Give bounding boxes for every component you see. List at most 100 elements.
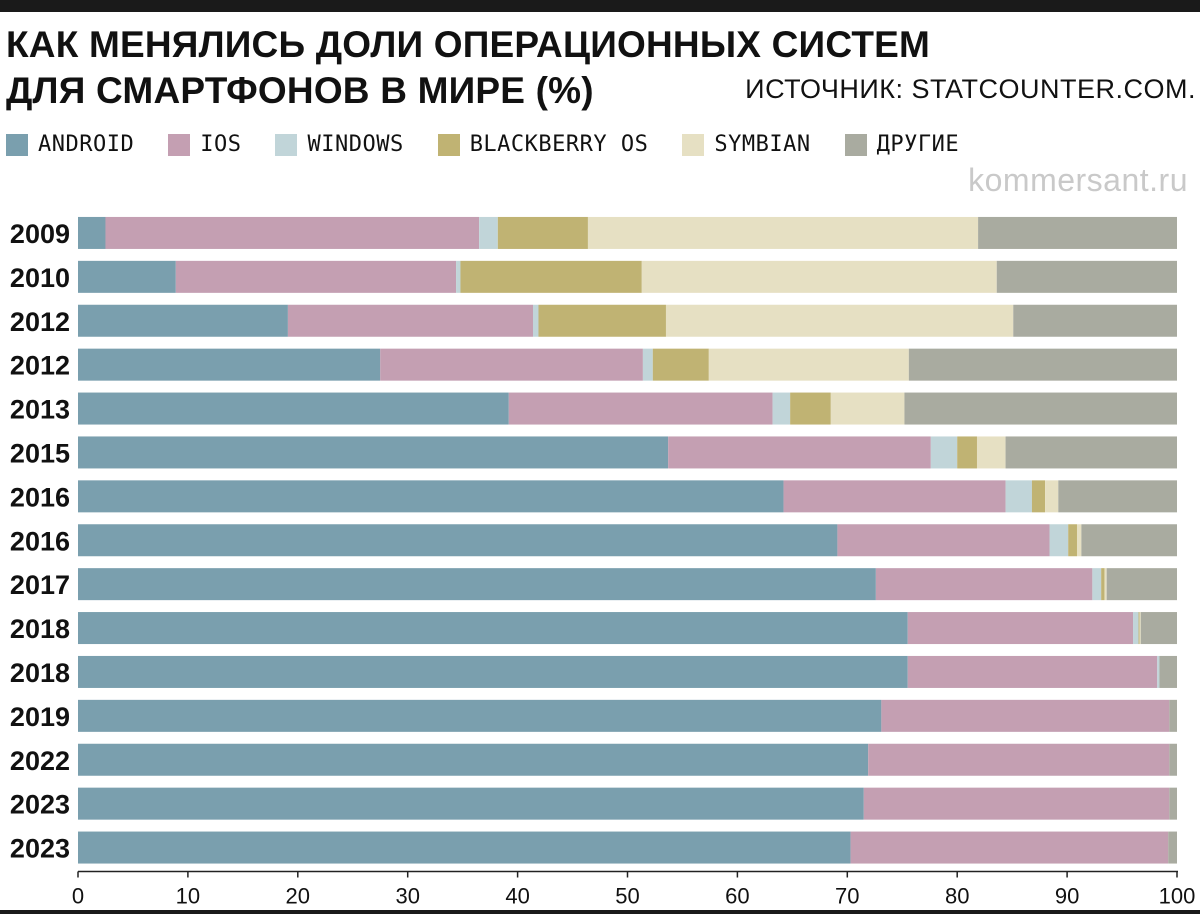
legend-item-symbian: SYMBIAN <box>682 132 810 158</box>
bar-segment-symbian-2016 <box>1076 524 1082 557</box>
year-label: 2016 <box>10 526 70 556</box>
bar-segment-ios-2010 <box>175 260 457 293</box>
bar-segment-other-2012 <box>908 348 1177 381</box>
bar-segment-android-2012 <box>78 304 288 337</box>
legend-swatch-blackberry <box>437 134 460 156</box>
bar-segment-symbian-2015 <box>976 436 1006 469</box>
title-line-1: КАК МЕНЯЛИСЬ ДОЛИ ОПЕРАЦИОННЫХ СИСТЕМ <box>6 24 931 65</box>
bar-segment-blackberry-os-2017 <box>1101 568 1105 601</box>
year-label: 2016 <box>10 482 70 512</box>
bar-segment-ios-2023 <box>850 831 1169 864</box>
bar-segment-android-2017 <box>78 568 876 601</box>
bar-segment-android-2016 <box>78 480 784 513</box>
bar-segment-android-2013 <box>78 392 509 425</box>
bar-segment-android-2018 <box>78 655 908 688</box>
year-label: 2009 <box>10 219 70 249</box>
bar-segment-windows-2012 <box>532 304 539 337</box>
year-label: 2012 <box>10 307 70 337</box>
bar-segment-windows-2018 <box>1133 612 1139 645</box>
year-label: 2018 <box>10 614 70 644</box>
bottom-rule <box>0 910 1200 914</box>
year-label: 2019 <box>10 702 70 732</box>
bar-segment-blackberry-os-2009 <box>497 216 588 249</box>
bar-segment-blackberry-os-2012 <box>538 304 666 337</box>
bar-segment-android-2023 <box>78 831 851 864</box>
bar-segment-windows-2010 <box>456 260 461 293</box>
bar-segment-symbian-2018 <box>1139 612 1141 645</box>
bar-segment-other-2018 <box>1140 612 1177 645</box>
bar-segment-other-2012 <box>1013 304 1177 337</box>
x-tick-label: 30 <box>395 884 419 909</box>
legend-label-ios: IOS <box>200 132 242 157</box>
bar-segment-blackberry-os-2010 <box>460 260 642 293</box>
bar-segment-ios-2018 <box>907 655 1158 688</box>
bar-segment-android-2022 <box>78 743 869 776</box>
bar-segment-ios-2015 <box>668 436 931 469</box>
bar-segment-windows-2009 <box>479 216 498 249</box>
watermark: kommersant.ru <box>968 162 1188 198</box>
bar-segment-windows-2018 <box>1157 655 1160 688</box>
legend-swatch-android <box>6 134 28 156</box>
x-tick-label: 10 <box>176 884 200 909</box>
chart-title: КАК МЕНЯЛИСЬ ДОЛИ ОПЕРАЦИОННЫХ СИСТЕМ ДЛ… <box>6 22 930 114</box>
x-tick-label: 20 <box>286 884 310 909</box>
x-tick-label: 0 <box>72 884 84 909</box>
year-label: 2015 <box>10 438 70 468</box>
bar-segment-windows-2012 <box>642 348 653 381</box>
bar-segment-android-2010 <box>78 260 176 293</box>
bar-segment-other-2023 <box>1169 787 1177 820</box>
x-tick-label: 40 <box>505 884 529 909</box>
year-label: 2013 <box>10 395 70 425</box>
bar-segment-ios-2022 <box>868 743 1170 776</box>
bar-segment-other-2009 <box>978 216 1177 249</box>
legend-label-other: ДРУГИЕ <box>876 132 960 157</box>
source-note: ИСТОЧНИК: STATCOUNTER.COM. <box>745 74 1196 104</box>
legend-swatch-symbian <box>682 134 705 156</box>
bar-segment-other-2022 <box>1169 743 1177 776</box>
year-label: 2018 <box>10 658 70 688</box>
bar-segment-blackberry-os-2015 <box>957 436 977 469</box>
legend-item-android: ANDROID <box>6 132 134 158</box>
bar-segment-ios-2023 <box>863 787 1170 820</box>
bar-segment-other-2010 <box>996 260 1177 293</box>
bar-segment-other-2016 <box>1058 480 1177 513</box>
bar-segment-ios-2009 <box>105 216 480 249</box>
x-tick-label: 60 <box>725 884 749 909</box>
top-rule <box>0 0 1200 12</box>
bar-segment-ios-2016 <box>783 480 1006 513</box>
bar-segment-symbian-2017 <box>1104 568 1107 601</box>
legend-label-windows: WINDOWS <box>307 132 404 157</box>
bar-segment-symbian-2010 <box>641 260 997 293</box>
bar-segment-windows-2017 <box>1092 568 1102 601</box>
bar-segment-android-2016 <box>78 524 838 557</box>
legend-item-blackberry: BLACKBERRY OS <box>437 132 649 158</box>
bar-segment-blackberry-os-2016 <box>1031 480 1046 513</box>
year-label: 2012 <box>10 351 70 381</box>
year-label: 2023 <box>10 790 70 820</box>
legend-item-ios: IOS <box>168 132 241 158</box>
bar-segment-android-2015 <box>78 436 669 469</box>
bar-segment-windows-2015 <box>930 436 958 469</box>
legend-label-symbian: SYMBIAN <box>714 132 811 157</box>
bar-segment-symbian-2012 <box>708 348 909 381</box>
bar-segment-other-2018 <box>1159 655 1177 688</box>
bar-segment-blackberry-os-2012 <box>652 348 709 381</box>
bar-segment-android-2012 <box>78 348 381 381</box>
bar-segment-other-2013 <box>904 392 1177 425</box>
bar-segment-blackberry-os-2018 <box>1138 612 1140 645</box>
bar-segment-ios-2017 <box>875 568 1093 601</box>
x-tick-label: 70 <box>835 884 859 909</box>
bar-segment-android-2023 <box>78 787 864 820</box>
legend-item-windows: WINDOWS <box>275 132 403 158</box>
bar-segment-blackberry-os-2013 <box>790 392 831 425</box>
bar-segment-blackberry-os-2016 <box>1068 524 1077 557</box>
legend-item-other: ДРУГИЕ <box>844 132 960 158</box>
bar-segment-android-2018 <box>78 612 908 645</box>
legend: ANDROID IOS WINDOWS BLACKBERRY OS SYMBIA… <box>6 128 993 162</box>
bar-segment-android-2019 <box>78 699 882 732</box>
bar-segment-ios-2016 <box>837 524 1050 557</box>
bar-segment-ios-2013 <box>508 392 773 425</box>
year-label: 2022 <box>10 746 70 776</box>
bar-segment-symbian-2012 <box>665 304 1014 337</box>
